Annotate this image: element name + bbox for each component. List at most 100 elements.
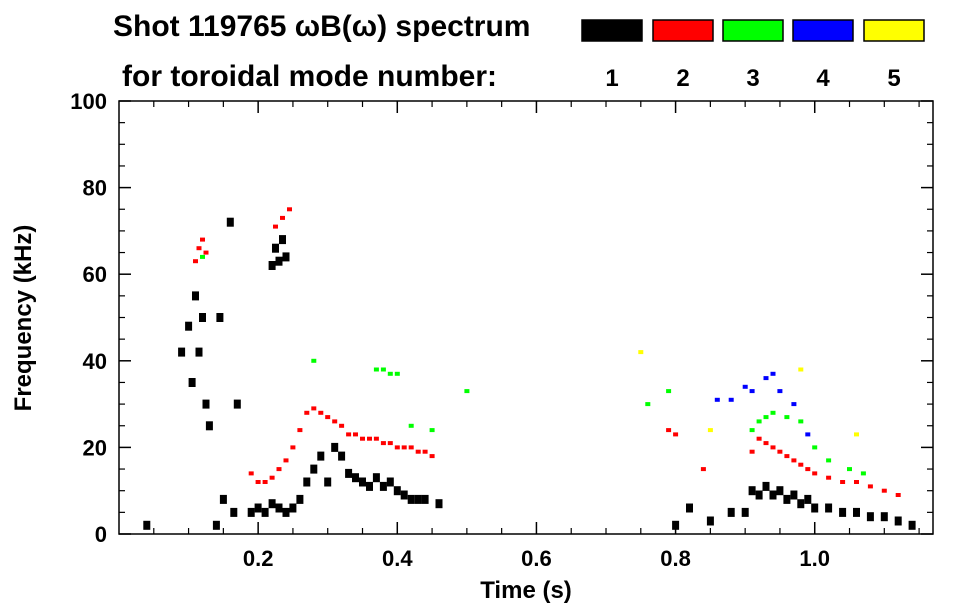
point-mode-1 xyxy=(706,516,714,526)
point-mode-2 xyxy=(304,410,310,415)
point-mode-2 xyxy=(422,449,428,454)
point-mode-1 xyxy=(894,516,902,526)
x-tick-label: 0.6 xyxy=(521,546,552,571)
point-mode-2 xyxy=(777,449,783,454)
axis-ticks xyxy=(119,100,933,535)
point-mode-1 xyxy=(324,477,332,487)
point-mode-1 xyxy=(296,494,304,504)
point-mode-1 xyxy=(866,512,874,522)
point-mode-3 xyxy=(200,254,205,259)
legend-label-5: 5 xyxy=(887,65,900,92)
x-tick-label: 1.0 xyxy=(799,546,830,571)
point-mode-2 xyxy=(248,471,254,476)
point-mode-1 xyxy=(672,520,680,530)
x-tick-label: 0.4 xyxy=(382,546,413,571)
point-mode-1 xyxy=(268,499,276,509)
point-mode-2 xyxy=(290,445,296,450)
legend-swatch-3 xyxy=(722,19,784,42)
point-mode-2 xyxy=(854,480,859,484)
point-mode-1 xyxy=(199,313,206,322)
legend-swatch-1 xyxy=(581,19,643,42)
y-tick-label: 60 xyxy=(83,262,107,287)
point-mode-5 xyxy=(854,432,859,437)
point-mode-3 xyxy=(749,428,755,433)
point-mode-3 xyxy=(826,458,832,463)
point-mode-2 xyxy=(387,441,393,446)
point-mode-3 xyxy=(860,471,866,476)
point-mode-1 xyxy=(379,481,387,491)
point-mode-2 xyxy=(280,215,285,220)
point-mode-1 xyxy=(331,442,339,452)
point-mode-2 xyxy=(380,441,386,446)
point-mode-3 xyxy=(408,423,414,428)
point-mode-1 xyxy=(205,421,213,431)
point-mode-2 xyxy=(784,454,790,459)
point-mode-1 xyxy=(219,494,227,504)
x-tick-label: 0.2 xyxy=(243,546,274,571)
point-mode-2 xyxy=(770,445,776,450)
point-mode-4 xyxy=(728,397,734,402)
point-mode-1 xyxy=(310,464,318,474)
point-mode-2 xyxy=(297,428,303,433)
point-mode-1 xyxy=(435,499,443,509)
point-mode-1 xyxy=(400,490,408,500)
legend-label-1: 1 xyxy=(605,65,618,92)
point-mode-1 xyxy=(366,481,373,491)
point-mode-2 xyxy=(756,436,762,441)
point-mode-1 xyxy=(185,321,193,331)
point-mode-3 xyxy=(784,415,790,420)
point-mode-2 xyxy=(367,436,372,441)
point-mode-3 xyxy=(645,402,651,407)
point-mode-1 xyxy=(797,499,805,509)
legend-label-2: 2 xyxy=(676,65,689,92)
y-tick-labels: 0 20 40 60 80 100 xyxy=(70,89,107,547)
point-mode-1 xyxy=(825,503,833,513)
point-mode-2 xyxy=(394,445,400,450)
point-mode-2 xyxy=(700,467,706,472)
x-axis-label: Time (s) xyxy=(480,577,572,604)
point-mode-1 xyxy=(414,494,422,504)
point-mode-1 xyxy=(254,503,262,513)
point-mode-3 xyxy=(770,410,776,415)
point-mode-1 xyxy=(908,520,916,530)
legend-swatch-2 xyxy=(652,19,714,42)
point-mode-2 xyxy=(791,458,797,463)
point-mode-1 xyxy=(282,507,290,517)
point-mode-1 xyxy=(372,473,380,483)
point-mode-1 xyxy=(230,507,238,517)
point-mode-1 xyxy=(275,503,283,513)
point-mode-1 xyxy=(727,507,735,517)
point-mode-1 xyxy=(783,494,791,504)
point-mode-1 xyxy=(762,481,770,491)
point-mode-1 xyxy=(421,494,429,504)
point-mode-2 xyxy=(193,259,198,264)
point-mode-3 xyxy=(394,371,400,376)
point-mode-1 xyxy=(686,503,693,513)
point-mode-4 xyxy=(714,397,720,402)
point-mode-2 xyxy=(276,467,282,472)
point-mode-2 xyxy=(283,458,289,463)
point-mode-1 xyxy=(247,507,255,517)
point-mode-2 xyxy=(353,432,358,437)
plot-frame xyxy=(118,100,934,535)
point-mode-1 xyxy=(188,378,196,387)
point-mode-5 xyxy=(638,350,644,355)
point-mode-2 xyxy=(273,224,278,229)
point-mode-5 xyxy=(707,428,713,433)
point-mode-3 xyxy=(387,371,393,376)
point-mode-3 xyxy=(429,428,435,433)
point-mode-2 xyxy=(339,423,345,428)
point-mode-2 xyxy=(318,410,324,415)
y-axis-label: Frequency (kHz) xyxy=(10,225,37,412)
point-mode-3 xyxy=(763,415,769,420)
point-mode-1 xyxy=(212,520,220,530)
y-tick-label: 0 xyxy=(95,522,107,547)
point-mode-1 xyxy=(289,503,297,513)
point-mode-2 xyxy=(429,454,435,459)
point-mode-2 xyxy=(826,475,832,480)
point-mode-3 xyxy=(373,367,379,372)
point-mode-4 xyxy=(742,384,748,389)
point-mode-3 xyxy=(311,358,317,363)
point-mode-1 xyxy=(748,486,756,496)
